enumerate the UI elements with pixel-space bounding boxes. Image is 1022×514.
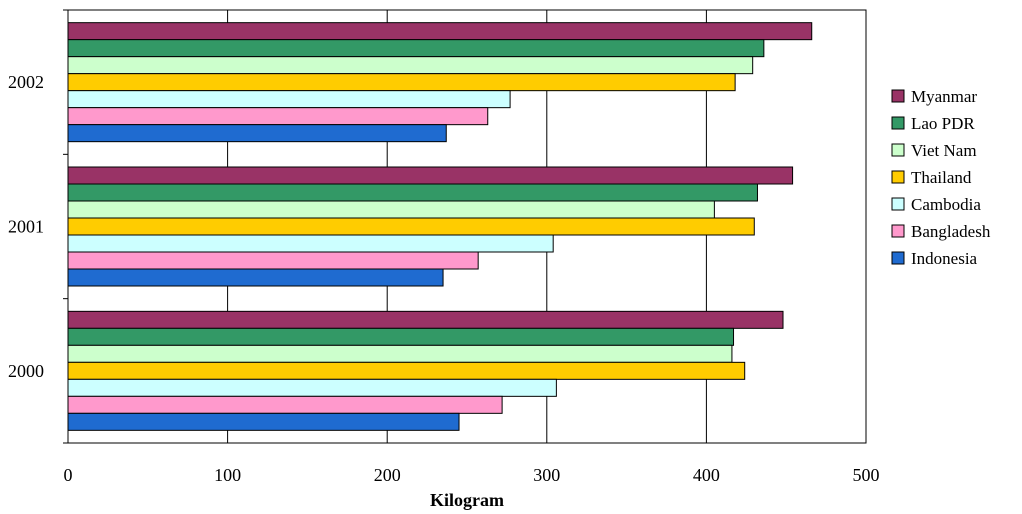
bar-lao-pdr-2002	[67, 39, 765, 58]
y-tick-label: 2002	[8, 72, 44, 92]
legend-swatch	[891, 251, 905, 265]
bar-bangladesh-2001	[67, 251, 479, 270]
legend-label: Myanmar	[911, 87, 977, 106]
legend-swatch	[891, 197, 905, 211]
legend-label: Bangladesh	[911, 222, 991, 241]
bar-thailand-2001	[67, 217, 755, 236]
x-tick-label: 300	[533, 465, 560, 485]
bar-viet-nam-2000	[67, 344, 733, 363]
bar-lao-pdr-2001	[67, 183, 758, 202]
legend-swatch	[891, 224, 905, 238]
bar-cambodia-2000	[67, 378, 557, 397]
bar-myanmar-2001	[67, 166, 794, 185]
bar-indonesia-2001	[67, 268, 444, 287]
legend-label: Indonesia	[911, 249, 978, 268]
x-tick-label: 500	[853, 465, 880, 485]
legend-label: Lao PDR	[911, 114, 975, 133]
bar-thailand-2002	[67, 73, 736, 92]
x-tick-label: 200	[374, 465, 401, 485]
legend-label: Thailand	[911, 168, 972, 187]
bar-viet-nam-2001	[67, 200, 715, 219]
y-axis: 2000 2001 2002	[8, 9, 68, 444]
bar-indonesia-2000	[67, 412, 460, 431]
bar-myanmar-2002	[67, 22, 813, 41]
x-tick-label: 0	[64, 465, 73, 485]
legend-swatch	[891, 170, 905, 184]
legend-swatch	[891, 116, 905, 130]
bar-bangladesh-2000	[67, 395, 503, 414]
x-axis-title: Kilogram	[430, 490, 504, 510]
bar-myanmar-2000	[67, 310, 784, 329]
legend-label: Viet Nam	[911, 141, 977, 160]
legend-swatch	[891, 89, 905, 103]
bar-lao-pdr-2000	[67, 327, 735, 346]
legend-swatch	[891, 143, 905, 157]
x-tick-label: 100	[214, 465, 241, 485]
x-axis: 0 100 200 300 400 500	[64, 465, 880, 485]
bar-indonesia-2002	[67, 124, 447, 143]
legend: Myanmar Lao PDR Viet Nam Thailand Cambodia Ba…	[891, 87, 991, 268]
legend-label: Cambodia	[911, 195, 981, 214]
bar-thailand-2000	[67, 361, 746, 380]
x-tick-label: 400	[693, 465, 720, 485]
y-tick-label: 2000	[8, 361, 44, 381]
bar-bangladesh-2002	[67, 107, 489, 126]
bar-cambodia-2002	[67, 90, 511, 109]
bars	[67, 22, 813, 431]
bar-viet-nam-2002	[67, 56, 754, 75]
y-tick-label: 2001	[8, 217, 44, 237]
bar-cambodia-2001	[67, 234, 554, 253]
